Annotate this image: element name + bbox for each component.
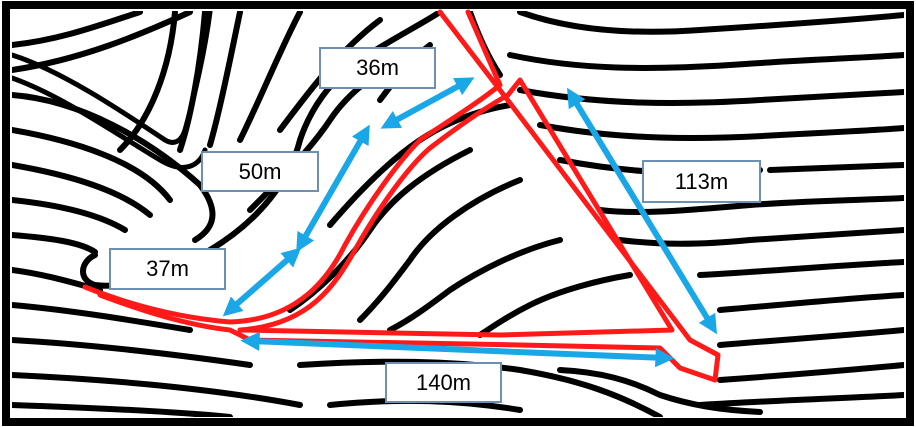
label-50m: 50m	[201, 151, 319, 192]
arrow-50m	[296, 124, 370, 253]
label-140m: 140m	[385, 362, 502, 403]
arrow-37m	[222, 247, 302, 317]
arrow-36m	[380, 77, 475, 129]
label-113m: 113m	[642, 160, 761, 203]
arrow-113m	[567, 87, 717, 335]
label-37m: 37m	[109, 248, 226, 290]
arrow-140m	[240, 331, 675, 368]
label-36m: 36m	[319, 47, 436, 89]
measurement-arrows	[222, 77, 717, 368]
road	[12, 11, 213, 170]
